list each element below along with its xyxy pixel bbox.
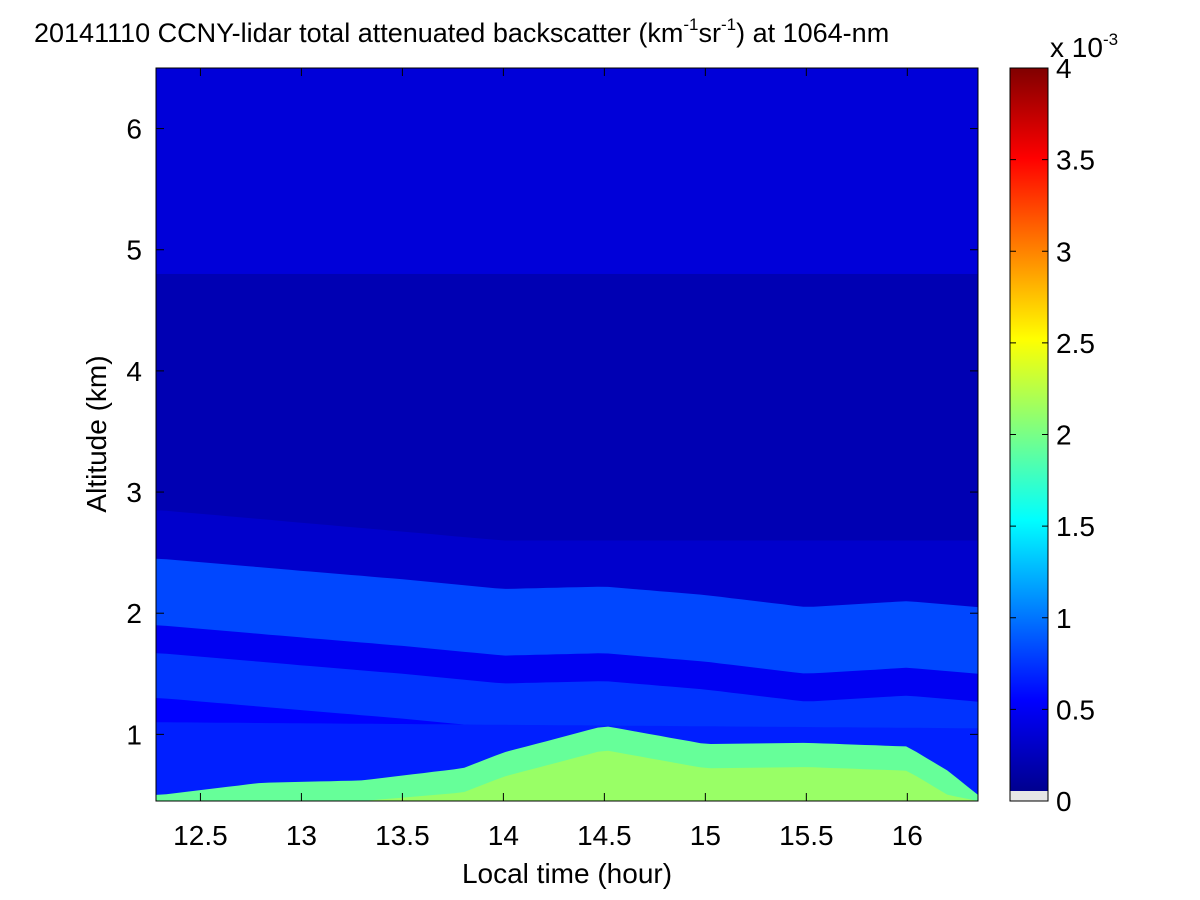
y-axis: 1 2 3 4 5 6 bbox=[126, 114, 978, 750]
y-tick-label: 3 bbox=[126, 477, 142, 508]
colorbar-gradient bbox=[1010, 68, 1048, 791]
x-tick-label: 13 bbox=[286, 820, 317, 851]
colorbar: 0 0.5 1 1.5 2 2.5 3 3.5 4 x 10-3 bbox=[1009, 30, 1118, 817]
colorbar-tick-label: 1 bbox=[1056, 603, 1072, 634]
colorbar-tick-label: 3.5 bbox=[1056, 145, 1095, 176]
y-tick-label: 4 bbox=[126, 356, 142, 387]
colorbar-multiplier: x 10-3 bbox=[1050, 30, 1118, 63]
colorbar-tick-label: 2 bbox=[1056, 420, 1072, 451]
colorbar-no-data-swatch bbox=[1010, 791, 1048, 801]
x-tick-label: 14 bbox=[488, 820, 519, 851]
plot-frame bbox=[155, 67, 979, 802]
heatmap-plot-area bbox=[156, 68, 978, 801]
y-tick-label: 2 bbox=[126, 598, 142, 629]
x-tick-label: 12.5 bbox=[173, 820, 228, 851]
x-axis: 12.5 13 13.5 14 14.5 15 15.5 16 bbox=[173, 68, 923, 851]
y-tick-label: 5 bbox=[126, 235, 142, 266]
y-tick-label: 6 bbox=[126, 114, 142, 145]
y-tick-label: 1 bbox=[126, 719, 142, 750]
x-tick-label: 13.5 bbox=[375, 820, 430, 851]
heatmap-mixed-layer-core bbox=[156, 750, 978, 801]
colorbar-tick-label: 3 bbox=[1056, 236, 1072, 267]
colorbar-tick-label: 0 bbox=[1056, 786, 1072, 817]
colorbar-tick-label: 4 bbox=[1056, 53, 1072, 84]
x-tick-label: 15 bbox=[690, 820, 721, 851]
y-axis-label: Altitude (km) bbox=[81, 355, 112, 512]
x-tick-label: 15.5 bbox=[779, 820, 834, 851]
x-tick-label: 16 bbox=[892, 820, 923, 851]
colorbar-tick-label: 0.5 bbox=[1056, 694, 1095, 725]
chart-title: 20141110 CCNY-lidar total attenuated bac… bbox=[34, 15, 889, 48]
colorbar-tick-label: 2.5 bbox=[1056, 328, 1095, 359]
x-axis-label: Local time (hour) bbox=[462, 858, 672, 889]
x-tick-label: 14.5 bbox=[577, 820, 632, 851]
colorbar-tick-label: 1.5 bbox=[1056, 511, 1095, 542]
